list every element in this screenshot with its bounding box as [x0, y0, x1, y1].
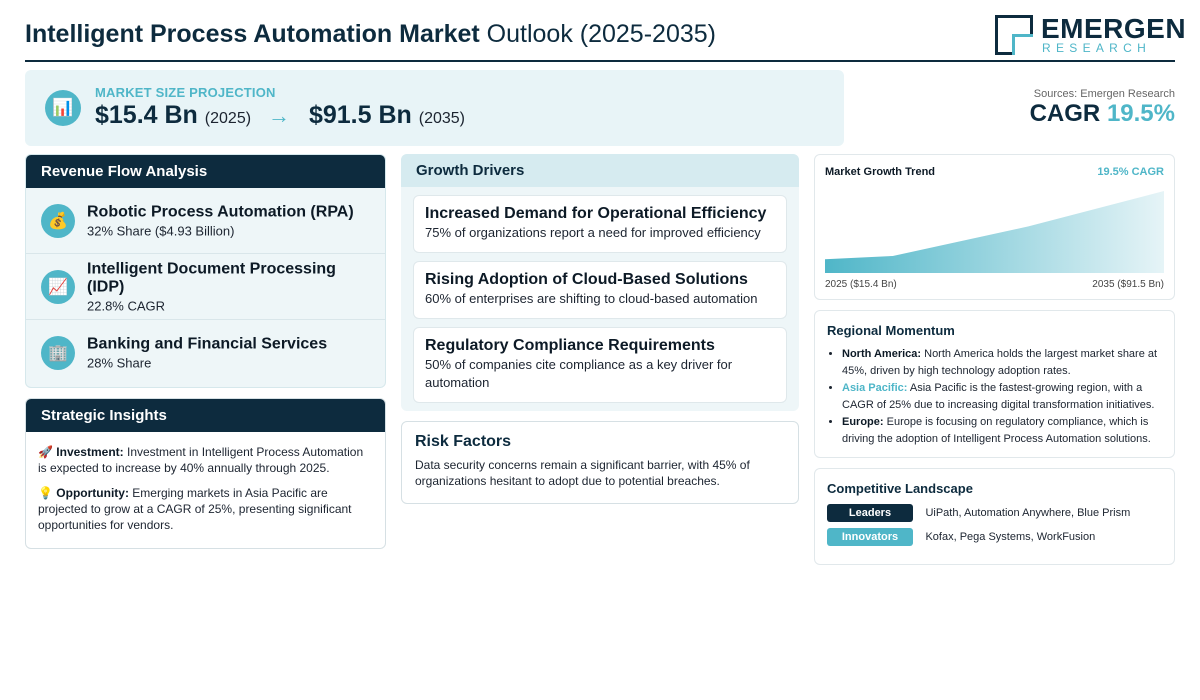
trend-x-end-label: 2035 ($91.5 Bn) — [1092, 279, 1164, 290]
strategic-insights-title: Strategic Insights — [26, 399, 385, 432]
page-title-bold: Intelligent Process Automation Market — [25, 20, 480, 48]
insight-label: Opportunity: — [56, 486, 129, 500]
market-value-start: $15.4 Bn — [95, 101, 198, 129]
lightbulb-icon: 💡 — [38, 486, 53, 500]
revenue-item: 💰 Robotic Process Automation (RPA) 32% S… — [26, 188, 385, 254]
region-label: Asia Pacific: — [842, 382, 908, 394]
leaders-badge: Leaders — [827, 504, 913, 522]
arrow-right-icon: → — [268, 103, 290, 128]
driver-item: Rising Adoption of Cloud-Based Solutions… — [413, 261, 787, 319]
insight-item: 🚀 Investment: Investment in Intelligent … — [26, 444, 385, 476]
logo-mark-icon — [995, 15, 1033, 55]
risk-factors-card: Risk Factors Data security concerns rema… — [401, 421, 799, 504]
cagr-summary: CAGR 19.5% — [1030, 100, 1175, 128]
driver-item: Regulatory Compliance Requirements 50% o… — [413, 327, 787, 403]
market-growth-trend-card: Market Growth Trend 19.5% CAGR 2025 ($15… — [814, 154, 1175, 300]
market-year-end: (2035) — [418, 110, 465, 127]
revenue-item-sub: 28% Share — [87, 355, 152, 371]
driver-title: Regulatory Compliance Requirements — [425, 337, 715, 354]
building-icon: 🏢 — [41, 336, 75, 370]
revenue-item-sub: 32% Share ($4.93 Billion) — [87, 223, 235, 238]
market-size-values: $15.4 Bn (2025) → $91.5 Bn (2035) — [95, 101, 465, 130]
page-title: Intelligent Process Automation Market Ou… — [25, 20, 716, 49]
insight-text: Emerging markets in Asia Pacific are pro… — [38, 486, 352, 532]
insight-text: Investment in Intelligent Process Automa… — [38, 445, 364, 475]
leaders-names: UiPath, Automation Anywhere, Blue Prism — [925, 507, 1131, 519]
market-value-end: $91.5 Bn — [308, 101, 412, 129]
trend-chart-icon: 📈 — [41, 269, 75, 304]
competitive-landscape-card: Competitive Landscape Leaders UiPath, Au… — [814, 468, 1175, 565]
competitive-row-innovators: Innovators Kofax, Pega Systems, WorkFusi… — [827, 528, 1095, 546]
driver-sub: 60% of enterprises are shifting to cloud… — [425, 291, 758, 306]
risk-factors-title: Risk Factors — [415, 433, 512, 450]
regional-list: North America: North America holds the l… — [827, 346, 1162, 447]
regional-momentum-card: Regional Momentum North America: North A… — [814, 310, 1175, 458]
region-label: North America: — [842, 348, 922, 360]
innovators-names: Kofax, Pega Systems, WorkFusion — [925, 531, 1096, 543]
cagr-label: CAGR — [1029, 100, 1101, 127]
trend-area-chart — [825, 191, 1164, 273]
money-bag-icon: 💰 — [41, 203, 75, 238]
revenue-item: 🏢 Banking and Financial Services 28% Sha… — [26, 320, 385, 386]
market-size-banner: 📊 MARKET SIZE PROJECTION $15.4 Bn (2025)… — [25, 70, 844, 146]
trend-cagr: 19.5% CAGR — [1097, 166, 1164, 178]
driver-title: Rising Adoption of Cloud-Based Solutions — [425, 271, 748, 288]
driver-item: Increased Demand for Operational Efficie… — [413, 195, 787, 253]
growth-drivers-title: Growth Drivers — [401, 154, 799, 187]
driver-sub: 50% of companies cite compliance as a ke… — [425, 357, 733, 390]
logo-main-text: EMERGEN — [1041, 13, 1187, 44]
revenue-item-title: Banking and Financial Services — [87, 335, 328, 353]
region-item-europe: Europe: Europe is focusing on regulatory… — [842, 414, 1162, 447]
revenue-item-title: Intelligent Document Processing (IDP) — [87, 260, 336, 295]
insight-item: 💡 Opportunity: Emerging markets in Asia … — [26, 485, 385, 533]
driver-title: Increased Demand for Operational Efficie… — [425, 205, 767, 222]
market-size-label: MARKET SIZE PROJECTION — [95, 85, 276, 100]
emergen-logo: EMERGEN RESEARCH — [995, 14, 1186, 56]
revenue-item: 📈 Intelligent Document Processing (IDP) … — [26, 254, 385, 320]
page-title-rest: Outlook (2025-2035) — [486, 20, 716, 48]
insight-label: Investment: — [56, 445, 124, 459]
region-text: North America holds the largest market s… — [842, 348, 1158, 377]
growth-drivers-card: Growth Drivers Increased Demand for Oper… — [401, 154, 799, 411]
page-header: Intelligent Process Automation Market Ou… — [25, 12, 1186, 62]
region-item-north-america: North America: North America holds the l… — [842, 346, 1162, 379]
competitive-row-leaders: Leaders UiPath, Automation Anywhere, Blu… — [827, 504, 1130, 522]
bar-chart-icon: 📊 — [45, 90, 81, 126]
cagr-value: 19.5% — [1106, 100, 1175, 127]
trend-title: Market Growth Trend — [825, 166, 936, 178]
competitive-landscape-title: Competitive Landscape — [827, 481, 973, 496]
trend-x-start-label: 2025 ($15.4 Bn) — [825, 279, 897, 290]
region-label: Europe: — [842, 416, 884, 428]
region-text: Europe is focusing on regulatory complia… — [842, 416, 1151, 445]
logo-sub-text: RESEARCH — [1042, 41, 1152, 55]
innovators-badge: Innovators — [827, 528, 913, 546]
market-year-start: (2025) — [204, 110, 252, 127]
region-text: Asia Pacific is the fastest-growing regi… — [842, 382, 1155, 411]
risk-factors-text: Data security concerns remain a signific… — [415, 458, 750, 488]
regional-momentum-title: Regional Momentum — [827, 323, 955, 338]
revenue-flow-title: Revenue Flow Analysis — [26, 155, 385, 188]
trend-area-series — [825, 191, 1164, 273]
rocket-icon: 🚀 — [38, 445, 53, 459]
region-item-asia-pacific: Asia Pacific: Asia Pacific is the fastes… — [842, 380, 1162, 413]
driver-sub: 75% of organizations report a need for i… — [425, 225, 761, 240]
strategic-insights-card: Strategic Insights 🚀 Investment: Investm… — [25, 398, 386, 549]
revenue-flow-card: Revenue Flow Analysis 💰 Robotic Process … — [25, 154, 386, 388]
sources-note: Sources: Emergen Research — [1033, 88, 1175, 100]
revenue-item-title: Robotic Process Automation (RPA) — [87, 203, 354, 220]
revenue-item-sub: 22.8% CAGR — [87, 298, 166, 313]
